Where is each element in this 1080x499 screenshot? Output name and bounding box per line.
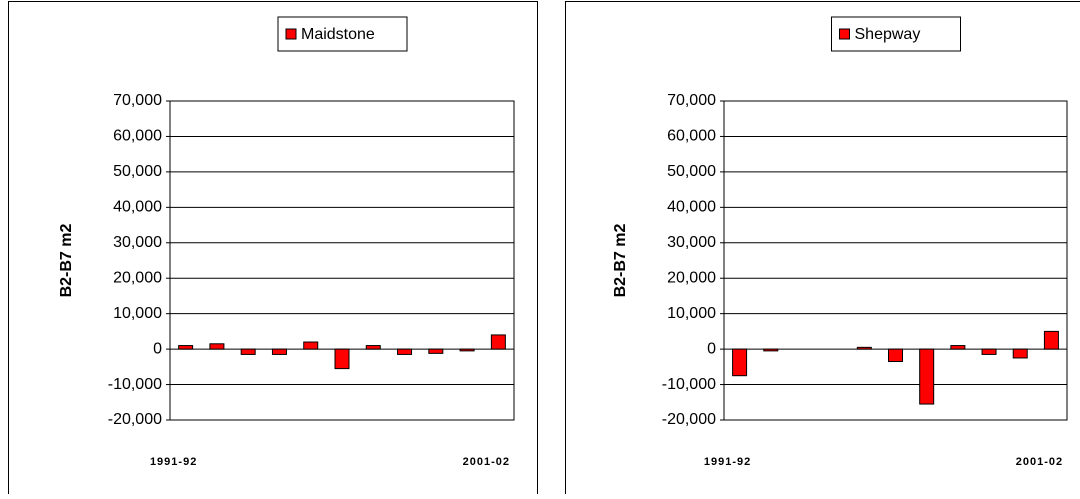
bar: [366, 346, 380, 350]
y-tick-label: 60,000: [113, 128, 162, 145]
bar: [179, 346, 193, 350]
x-tick-label: 2001-02: [463, 456, 510, 468]
bar: [272, 349, 286, 354]
y-tick-label: -20,000: [108, 411, 162, 428]
y-tick-label: 30,000: [667, 234, 716, 251]
legend-label: Maidstone: [301, 26, 375, 43]
y-tick-label: 40,000: [113, 199, 162, 216]
bar: [429, 349, 443, 353]
bar: [460, 349, 474, 351]
bar: [982, 349, 996, 354]
y-tick-label: 60,000: [667, 128, 716, 145]
bar: [398, 349, 412, 354]
legend-swatch: [840, 29, 850, 39]
bar: [491, 335, 505, 349]
y-axis-title: B2-B7 m2: [612, 224, 629, 298]
bar: [764, 349, 778, 351]
y-tick-label: 70,000: [667, 92, 716, 109]
bar: [210, 344, 224, 349]
y-tick-label: 0: [707, 340, 716, 357]
legend-swatch: [286, 29, 296, 39]
bar: [304, 342, 318, 349]
x-tick-label: 2001-02: [1016, 456, 1063, 468]
x-tick-label: 1991-92: [150, 456, 197, 468]
y-tick-label: 20,000: [667, 269, 716, 286]
bar: [1044, 331, 1058, 349]
y-tick-label: -10,000: [662, 376, 716, 393]
y-tick-label: 40,000: [667, 199, 716, 216]
bar: [951, 346, 965, 350]
bar: [920, 349, 934, 404]
bar: [889, 349, 903, 361]
x-tick-label: 1991-92: [704, 456, 751, 468]
y-tick-label: 50,000: [113, 163, 162, 180]
y-tick-label: 10,000: [113, 305, 162, 322]
bar: [335, 349, 349, 368]
plot-area: [724, 101, 1067, 420]
y-tick-label: 70,000: [113, 92, 162, 109]
y-tick-label: -10,000: [108, 376, 162, 393]
bar: [241, 349, 255, 354]
y-tick-label: 0: [153, 340, 162, 357]
y-tick-label: 30,000: [113, 234, 162, 251]
y-tick-label: 10,000: [667, 305, 716, 322]
bar: [733, 349, 747, 376]
plot-area: [170, 101, 514, 420]
bar: [1013, 349, 1027, 358]
y-tick-label: 50,000: [667, 163, 716, 180]
y-tick-label: 20,000: [113, 269, 162, 286]
legend-label: Shepway: [855, 26, 921, 43]
bar: [857, 347, 871, 349]
y-axis-title: B2-B7 m2: [58, 224, 75, 298]
y-tick-label: -20,000: [662, 411, 716, 428]
